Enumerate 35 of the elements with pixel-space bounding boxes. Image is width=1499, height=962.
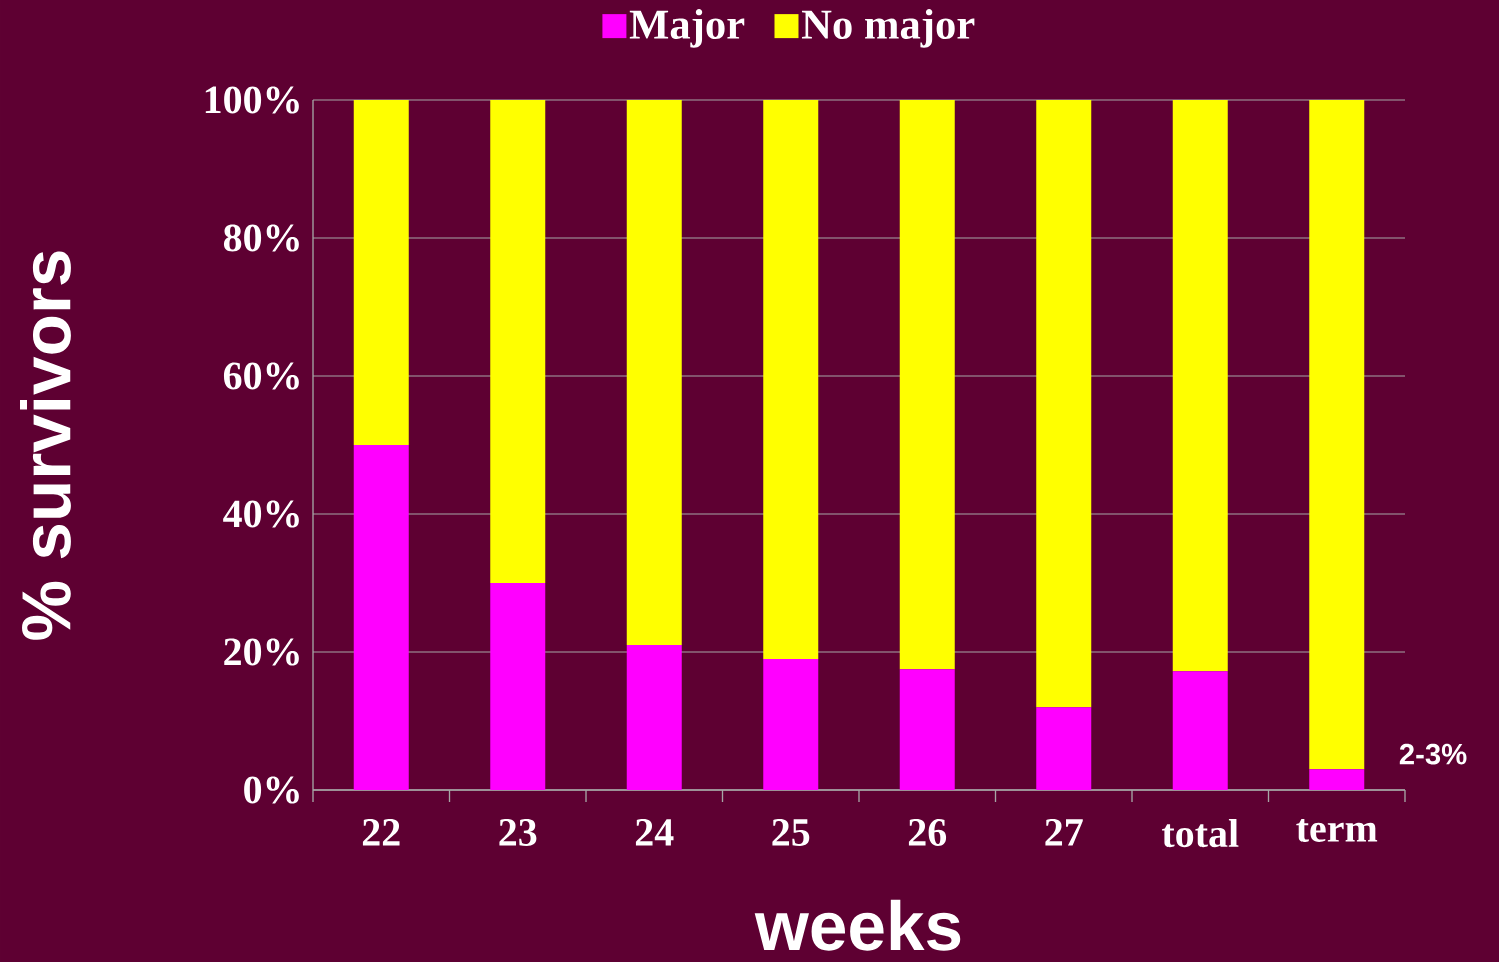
bar: [1309, 769, 1365, 790]
bar: [626, 99, 682, 646]
legend-label: Major: [629, 8, 745, 48]
x-axis-title: weeks: [754, 899, 961, 951]
y-tick-label: 60%: [223, 362, 299, 390]
x-tick-label: 24: [635, 819, 674, 846]
bar: [1036, 99, 1092, 708]
bar: [1036, 707, 1092, 790]
bar: [763, 658, 819, 790]
bar: [1309, 99, 1365, 770]
bar: [490, 582, 546, 790]
bar: [899, 99, 955, 670]
bar: [1172, 671, 1228, 790]
legend-label: No major: [801, 8, 975, 48]
bar: [626, 645, 682, 790]
x-tick-label: 22: [362, 819, 400, 846]
y-tick-label: 40%: [223, 500, 299, 528]
annotation: 2-3%: [1399, 743, 1467, 765]
x-tick-label: 23: [499, 819, 537, 846]
x-tick-label: 27: [1045, 819, 1083, 846]
x-tick-label: 25: [772, 819, 810, 846]
y-tick-label: 20%: [224, 638, 299, 666]
x-tick-label: total: [1162, 819, 1239, 848]
bar: [1172, 99, 1228, 672]
y-tick-label: 80%: [223, 224, 299, 252]
y-tick-label: 0%: [244, 776, 299, 804]
bar: [899, 669, 955, 790]
y-axis-title: % survivors: [20, 251, 71, 640]
y-tick-label: 100%: [205, 86, 299, 114]
bar: [353, 444, 409, 790]
bar: [490, 99, 546, 583]
bar: [763, 99, 819, 659]
x-tick-label: 26: [908, 819, 947, 846]
x-tick-label: term: [1296, 819, 1378, 842]
bar: [353, 99, 409, 445]
